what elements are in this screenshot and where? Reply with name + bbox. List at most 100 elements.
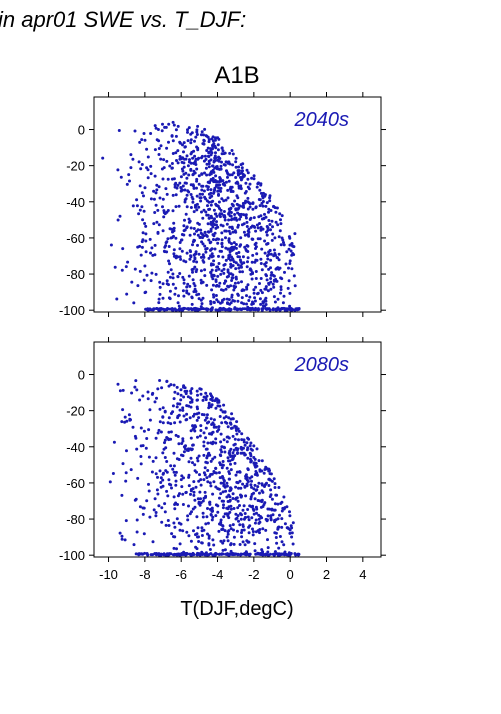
data-point [231,497,235,500]
data-point [137,553,141,557]
data-point [245,302,248,306]
data-point [212,480,216,484]
data-point [217,137,221,141]
data-point [237,165,241,169]
data-point [135,518,139,522]
data-point [205,199,209,203]
data-point [172,234,175,238]
data-point [189,391,193,395]
data-point [171,410,175,414]
data-point [266,257,270,261]
data-point [174,286,178,290]
data-point [227,285,231,289]
data-point [168,275,172,279]
data-point [111,472,115,475]
data-point [177,458,181,461]
data-point [124,471,128,475]
data-point [214,180,217,184]
data-point [157,153,161,156]
data-point [178,553,182,557]
data-point [257,481,261,485]
data-point [162,447,166,451]
data-point [232,542,236,546]
data-point [218,404,222,408]
data-point [195,293,199,297]
data-point [234,473,238,477]
data-point [248,308,252,312]
data-point [121,388,125,392]
data-point [236,223,240,227]
data-point [234,165,238,169]
data-point [218,213,222,217]
data-point [174,134,178,138]
data-point [235,252,239,255]
data-point [154,126,158,130]
data-point [205,234,209,238]
data-point [140,205,144,209]
data-point [269,209,273,212]
data-point [186,514,190,518]
data-point [203,466,207,470]
data-point [280,525,284,529]
data-point [141,552,145,556]
data-point [176,416,180,420]
data-point [190,398,194,402]
data-point [204,460,208,464]
data-point [142,209,146,213]
data-point [269,514,273,518]
data-point [236,427,240,431]
data-point [165,379,169,383]
data-point [159,476,163,480]
data-point [236,211,240,215]
data-point [209,417,213,421]
data-point [154,511,158,514]
data-point [192,480,196,484]
data-point [221,149,225,153]
data-point [276,502,280,506]
data-point [191,197,195,201]
y-tick-label: -100 [59,303,85,318]
data-point [201,499,205,503]
data-point [179,186,183,190]
data-point [243,484,247,488]
data-point [145,437,149,440]
data-point [234,275,238,279]
data-point [184,491,188,495]
data-point [269,280,273,284]
data-point [142,132,146,135]
data-point [278,513,281,517]
data-point [244,515,248,519]
data-point [193,139,196,143]
data-point [205,394,209,398]
data-point [221,541,225,545]
data-point [231,299,235,302]
data-point [157,301,161,305]
data-point [240,176,244,180]
data-point [229,542,233,546]
data-point [159,485,163,489]
data-point [202,138,206,142]
data-point [250,475,254,479]
data-point [254,206,258,210]
data-point [151,253,155,257]
data-point [229,308,233,311]
plot-frame [93,341,382,558]
data-point [241,255,245,259]
data-point [212,293,215,297]
y-tick-label: -60 [66,231,85,246]
data-point [123,538,127,542]
data-point [218,476,222,480]
data-point [221,490,225,494]
data-point [145,308,149,312]
data-point [141,512,145,516]
data-point [199,478,203,482]
data-point [161,421,165,425]
data-point [201,253,205,257]
data-point [266,514,270,518]
data-point [121,247,125,251]
data-point [186,282,190,286]
data-point [211,238,215,241]
data-point [228,510,232,514]
data-point [244,494,248,498]
data-point [260,548,264,552]
